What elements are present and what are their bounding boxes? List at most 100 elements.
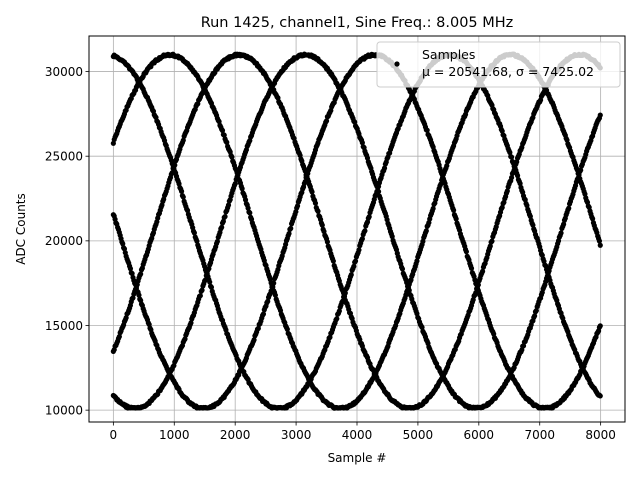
data-point xyxy=(334,316,340,322)
data-point xyxy=(566,205,572,211)
data-point xyxy=(191,230,197,236)
data-point xyxy=(294,203,301,209)
data-point xyxy=(597,242,603,248)
y-tick-label: 30000 xyxy=(45,65,83,79)
data-point xyxy=(245,205,251,211)
x-tick-label: 2000 xyxy=(220,428,251,442)
legend-stats: μ = 20541.68, σ = 7425.02 xyxy=(422,64,594,79)
data-point xyxy=(330,258,336,264)
x-tick-label: 7000 xyxy=(524,428,555,442)
data-point xyxy=(172,162,178,168)
data-point xyxy=(202,277,209,283)
data-point xyxy=(214,238,220,245)
data-point xyxy=(323,118,330,124)
data-point xyxy=(558,230,564,236)
data-point xyxy=(362,228,368,234)
data-point xyxy=(399,266,406,272)
data-point xyxy=(315,208,321,214)
data-point xyxy=(508,174,515,181)
data-point xyxy=(180,137,186,143)
legend-marker xyxy=(394,61,400,67)
data-point xyxy=(578,167,584,173)
data-point xyxy=(424,127,430,133)
data-point xyxy=(561,221,567,227)
data-point xyxy=(136,292,142,298)
data-point xyxy=(356,247,362,253)
data-point xyxy=(225,202,232,208)
data-point xyxy=(527,213,533,219)
data-point xyxy=(336,308,342,314)
data-point xyxy=(116,334,122,340)
y-tick-label: 20000 xyxy=(45,234,83,248)
legend-box xyxy=(376,41,621,88)
data-point xyxy=(381,165,388,171)
data-points xyxy=(110,51,603,411)
data-point xyxy=(489,238,495,244)
data-point xyxy=(374,183,380,189)
data-point xyxy=(251,337,257,343)
data-point xyxy=(508,154,515,160)
data-point xyxy=(473,290,479,296)
data-point xyxy=(530,222,536,228)
data-point xyxy=(265,298,271,304)
data-point xyxy=(582,191,588,197)
data-point xyxy=(208,284,215,290)
data-point xyxy=(419,324,425,330)
data-point xyxy=(517,180,523,187)
data-point xyxy=(120,241,126,247)
y-tick-label: 25000 xyxy=(45,150,83,164)
data-point xyxy=(255,325,261,331)
data-point xyxy=(219,224,225,230)
data-point xyxy=(224,139,230,145)
data-point xyxy=(260,311,267,317)
data-point xyxy=(375,189,382,195)
x-tick-label: 1000 xyxy=(159,428,190,442)
chart-title: Run 1425, channel1, Sine Freq.: 8.005 MH… xyxy=(201,15,514,31)
legend: Samples μ = 20541.68, σ = 7425.02 xyxy=(376,41,621,88)
data-point xyxy=(597,323,603,329)
data-point xyxy=(444,163,450,169)
x-tick-label: 8000 xyxy=(585,428,616,442)
y-tick-label: 15000 xyxy=(45,319,83,333)
data-point xyxy=(438,181,444,187)
data-point xyxy=(590,216,596,222)
data-point xyxy=(389,233,395,240)
data-point xyxy=(169,170,175,176)
data-point xyxy=(319,222,325,228)
data-point xyxy=(423,228,429,234)
data-point xyxy=(180,194,186,200)
y-tick-label: 10000 xyxy=(45,403,83,417)
data-point xyxy=(199,287,205,293)
data-point xyxy=(272,292,278,298)
x-tick-label: 5000 xyxy=(403,428,434,442)
data-point xyxy=(220,218,226,224)
data-point xyxy=(463,249,469,255)
data-point xyxy=(284,326,290,332)
data-point xyxy=(507,149,513,156)
data-point xyxy=(229,154,235,160)
data-point xyxy=(327,334,333,340)
data-point xyxy=(499,204,505,211)
data-point xyxy=(351,263,357,269)
data-point xyxy=(312,200,319,206)
data-point xyxy=(123,315,129,321)
data-point xyxy=(453,216,459,222)
data-point xyxy=(533,308,539,314)
data-point xyxy=(479,268,486,274)
x-tick-label: 4000 xyxy=(342,428,373,442)
data-point xyxy=(271,280,277,286)
x-tick-label: 6000 xyxy=(464,428,495,442)
data-point xyxy=(309,189,315,195)
data-point xyxy=(178,188,185,194)
legend-label: Samples xyxy=(422,47,475,62)
data-point xyxy=(487,243,493,249)
data-point xyxy=(222,213,228,220)
data-point xyxy=(138,271,144,277)
data-point xyxy=(597,393,603,399)
data-point xyxy=(414,258,420,264)
data-point xyxy=(232,180,238,187)
data-point xyxy=(451,207,457,213)
data-point xyxy=(247,210,253,216)
data-point xyxy=(288,225,294,231)
